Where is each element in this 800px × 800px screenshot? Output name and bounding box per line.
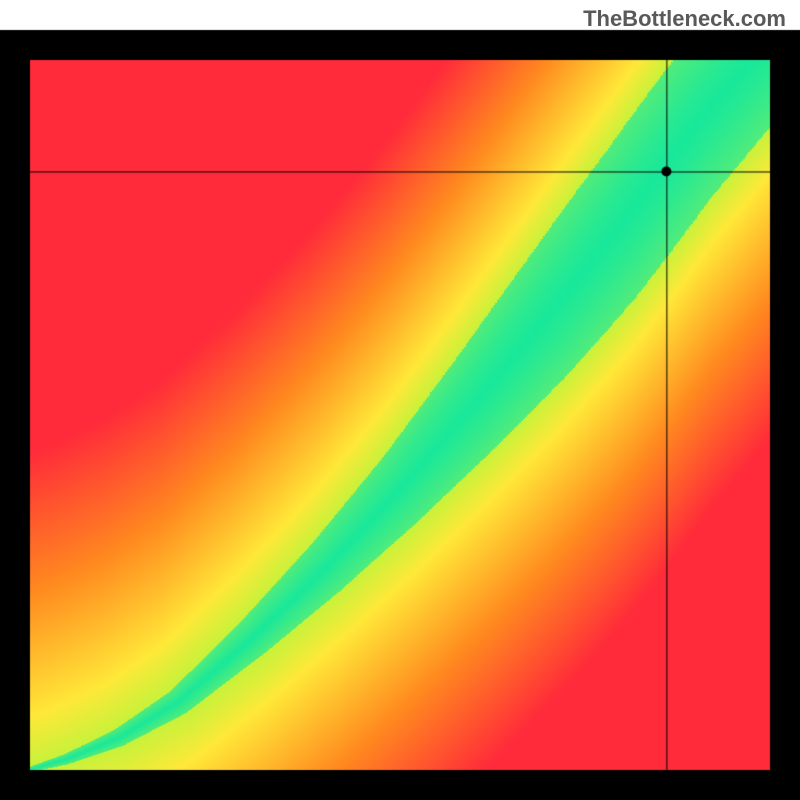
chart-container: TheBottleneck.com — [0, 0, 800, 800]
bottleneck-heatmap — [0, 0, 800, 800]
watermark-text: TheBottleneck.com — [583, 6, 786, 32]
